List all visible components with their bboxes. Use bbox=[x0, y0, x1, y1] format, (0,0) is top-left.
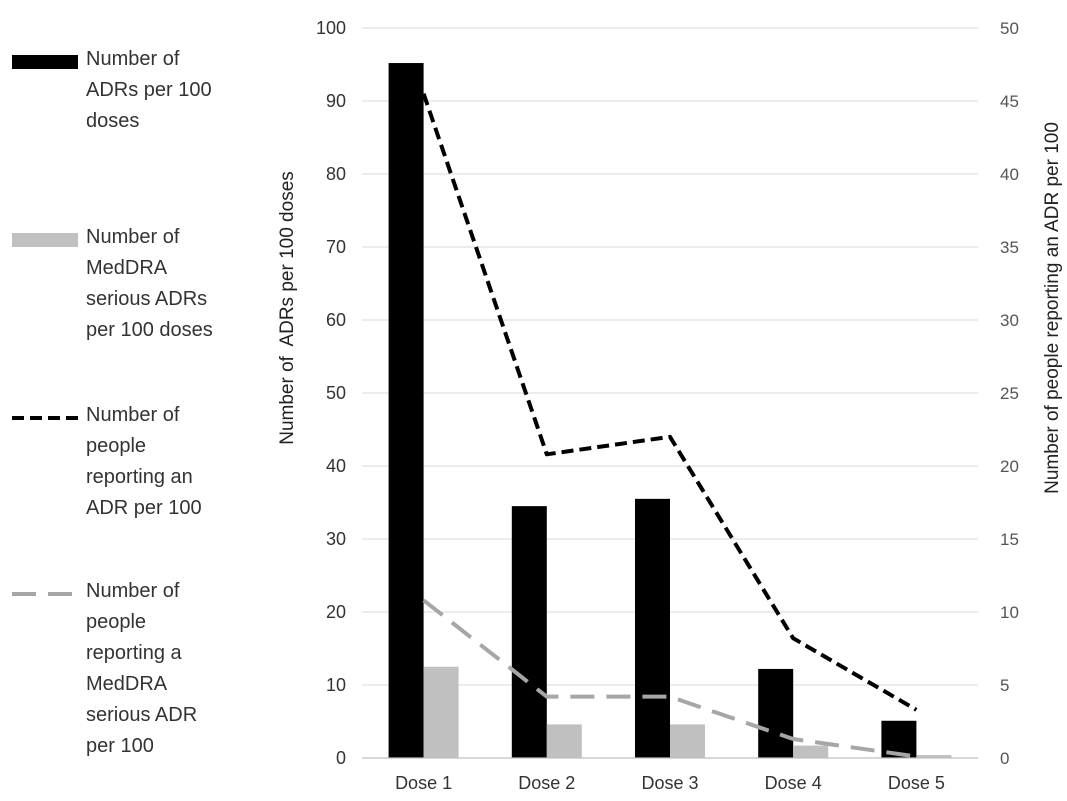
legend-label: Number of people reporting an ADR per 100 bbox=[86, 400, 266, 524]
y-tick-label: 80 bbox=[326, 164, 346, 184]
y2-tick-label: 35 bbox=[1000, 238, 1019, 257]
legend-label-line: MedDRA bbox=[86, 673, 168, 695]
y-tick-label: 50 bbox=[326, 383, 346, 403]
x-tick-label: Dose 1 bbox=[395, 773, 452, 793]
bar-serious-adrs bbox=[423, 666, 459, 758]
y2-tick-label: 10 bbox=[1000, 603, 1019, 622]
legend-swatch bbox=[12, 55, 78, 69]
legend-label-line: reporting an bbox=[86, 466, 193, 488]
legend-label-line: serious ADRs bbox=[86, 288, 208, 310]
y-tick-label: 40 bbox=[326, 456, 346, 476]
y-tick-label: 60 bbox=[326, 310, 346, 330]
bar-serious-adrs bbox=[546, 724, 582, 758]
y-tick-label: 10 bbox=[326, 675, 346, 695]
legend-label: Number of ADRs per 100 doses bbox=[86, 44, 266, 137]
y2-tick-label: 5 bbox=[1000, 676, 1009, 695]
bar-serious-adrs bbox=[793, 745, 829, 758]
line-people-serious-adr bbox=[422, 598, 917, 759]
legend-label-line: ADRs per 100 bbox=[86, 79, 212, 101]
y2-axis-title: Number of people reporting an ADR per 10… bbox=[1042, 122, 1063, 494]
legend-label-line: Number of bbox=[86, 48, 180, 70]
legend: Number of ADRs per 100 doses Number of MedDR… bbox=[0, 0, 270, 801]
y2-tick-label: 20 bbox=[1000, 457, 1019, 476]
y-tick-label: 90 bbox=[326, 91, 346, 111]
legend-label-line: Number of bbox=[86, 226, 180, 248]
legend-label-line: Number of bbox=[86, 404, 180, 426]
legend-label-line: serious ADR bbox=[86, 704, 198, 726]
y2-tick-label: 15 bbox=[1000, 530, 1019, 549]
legend-label-line: people bbox=[86, 611, 147, 633]
bar-adrs bbox=[388, 63, 424, 759]
legend-swatch bbox=[12, 592, 78, 596]
legend-label-line: ADR per 100 bbox=[86, 497, 202, 519]
y2-tick-label: 50 bbox=[1000, 19, 1019, 38]
legend-label-line: MedDRA bbox=[86, 257, 168, 279]
y2-tick-label: 40 bbox=[1000, 165, 1019, 184]
legend-label-line: Number of bbox=[86, 580, 180, 602]
legend-label: Number of people reporting a MedDRA serious … bbox=[86, 576, 266, 762]
y-tick-label: 70 bbox=[326, 237, 346, 257]
y2-tick-label: 25 bbox=[1000, 384, 1019, 403]
legend-swatch bbox=[12, 233, 78, 247]
y-tick-label: 30 bbox=[326, 529, 346, 549]
x-tick-label: Dose 3 bbox=[641, 773, 698, 793]
legend-label-line: per 100 doses bbox=[86, 319, 213, 341]
legend-label-line: doses bbox=[86, 110, 140, 132]
bar-adrs bbox=[758, 668, 794, 758]
legend-label-line: per 100 bbox=[86, 735, 154, 757]
bar-serious-adrs bbox=[916, 755, 952, 758]
x-tick-label: Dose 5 bbox=[888, 773, 945, 793]
legend-label: Number of MedDRA serious ADRs per 100 doses bbox=[86, 222, 266, 346]
bar-adrs bbox=[511, 506, 547, 758]
legend-swatch bbox=[12, 416, 78, 420]
line-people-adr bbox=[421, 93, 918, 712]
y2-tick-label: 0 bbox=[1000, 749, 1009, 768]
y-tick-label: 20 bbox=[326, 602, 346, 622]
y2-tick-label: 45 bbox=[1000, 92, 1019, 111]
bar-serious-adrs bbox=[670, 724, 705, 758]
x-tick-label: Dose 2 bbox=[518, 773, 575, 793]
y-tick-label: 100 bbox=[316, 18, 346, 38]
y2-tick-label: 30 bbox=[1000, 311, 1019, 330]
y-tick-label: 0 bbox=[336, 748, 346, 768]
legend-label-line: people bbox=[86, 435, 147, 457]
bar-adrs bbox=[635, 498, 670, 758]
y-axis-title: Number of ADRs per 100 doses bbox=[277, 171, 298, 445]
x-tick-label: Dose 4 bbox=[765, 773, 822, 793]
legend-label-line: reporting a bbox=[86, 642, 182, 664]
